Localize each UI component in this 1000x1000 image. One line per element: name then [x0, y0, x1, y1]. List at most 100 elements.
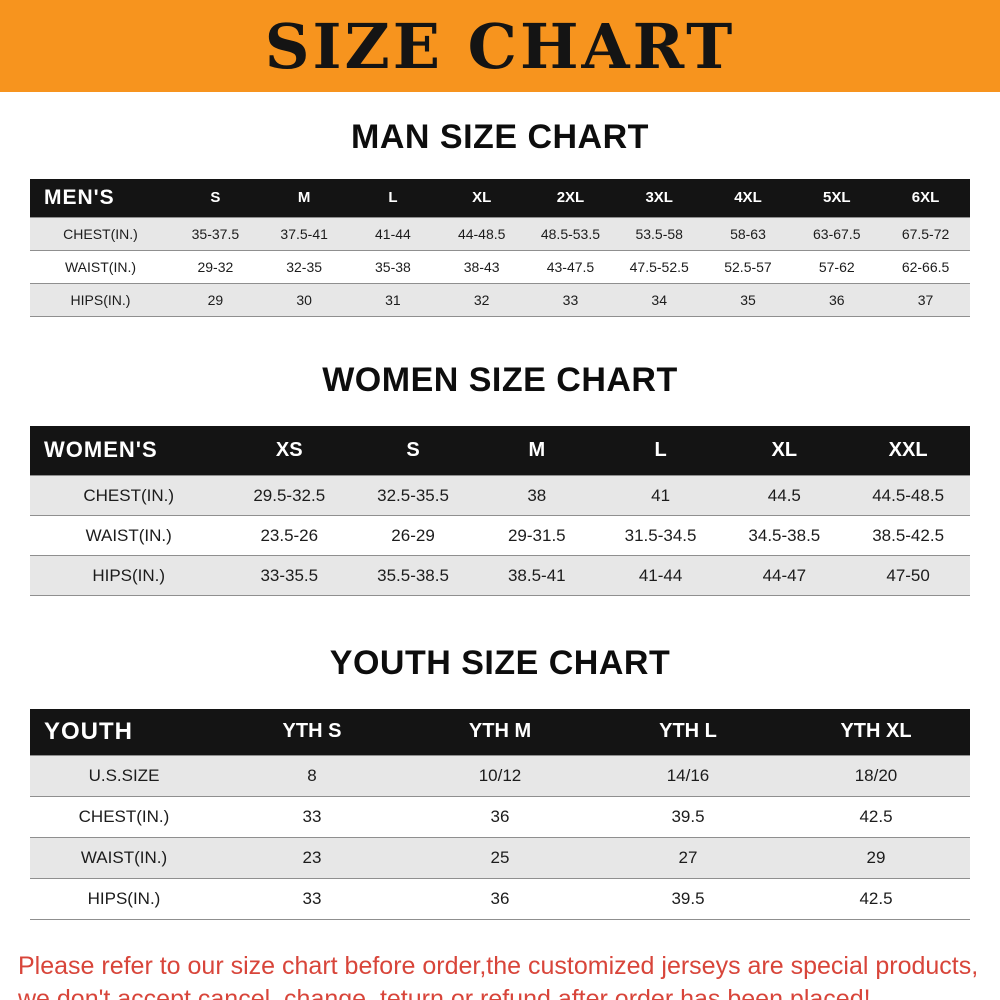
value-cell: 37 — [917, 291, 934, 308]
value-cell: 29-32 — [197, 258, 234, 275]
table-row: HIPS(IN.) 33-35.5 35.5-38.5 38.5-41 41-44 44-… — [30, 555, 970, 596]
youth-section-heading: YOUTH SIZE CHART — [329, 644, 671, 682]
value-cell: 58-63 — [730, 225, 766, 242]
value-cell: 23.5-26 — [260, 525, 319, 545]
note-line-1: Please refer to our size chart before or… — [18, 951, 979, 980]
value-cell: 41-44 — [638, 565, 683, 585]
table-row: CHEST(IN.) 29.5-32.5 32.5-35.5 38 41 44.5 44.5… — [30, 475, 970, 516]
value-cell: 36 — [490, 806, 510, 826]
value-cell: 36 — [828, 291, 845, 308]
value-cell: 8 — [307, 765, 317, 785]
row-label-cell: HIPS(IN.) — [70, 291, 131, 308]
women-section-heading: WOMEN SIZE CHART — [322, 360, 678, 399]
row-label-cell: WAIST(IN.) — [85, 525, 172, 545]
note-line-2: we don't accept cancel, change, teturn o… — [18, 984, 871, 1000]
value-cell: 67.5-72 — [901, 225, 950, 242]
value-cell: 25 — [490, 847, 510, 867]
value-cell: 57-62 — [818, 258, 855, 275]
column-header-cell: 6XL — [881, 179, 970, 217]
value-cell: 44.5-48.5 — [872, 485, 945, 505]
column-header-cell: YTH S — [218, 709, 406, 755]
value-cell: 48.5-53.5 — [540, 225, 601, 242]
column-header-cell: YTH M — [406, 709, 594, 755]
column-header-cell: XL — [722, 425, 847, 476]
size-chart-banner: SIZE CHART — [0, 0, 1000, 92]
column-header-cell: M — [259, 179, 349, 217]
column-header-cell: 4XL — [703, 179, 793, 217]
column-header-cell: 2XL — [526, 179, 615, 217]
value-cell: 33 — [302, 888, 322, 908]
column-header-cell: 5XL — [792, 179, 882, 217]
value-cell: 33-35.5 — [260, 565, 319, 585]
table-title-cell: YOUTH — [30, 709, 218, 755]
value-cell: 43-47.5 — [546, 258, 595, 275]
column-header-cell: L — [598, 425, 723, 476]
value-cell: 42.5 — [859, 806, 893, 826]
column-header-cell: YTH L — [594, 709, 782, 755]
men-size-table: MEN'S S M L XL 2XL 3XL 4XL 5XL 6XL CHEST(IN.) 35-37… — [30, 179, 970, 317]
row-label-cell: WAIST(IN.) — [80, 847, 168, 867]
value-cell: 34.5-38.5 — [748, 525, 821, 545]
value-cell: 23 — [302, 847, 322, 867]
value-cell: 62-66.5 — [901, 258, 950, 275]
row-label-cell: WAIST(IN.) — [64, 258, 137, 275]
value-cell: 35.5-38.5 — [377, 565, 449, 585]
value-cell: 41-44 — [375, 225, 411, 242]
row-label-cell: HIPS(IN.) — [92, 565, 166, 585]
table-header-row: WOMEN'S XS S M L XL XXL — [30, 425, 970, 476]
value-cell: 27 — [678, 847, 698, 867]
value-cell: 30 — [296, 291, 312, 308]
value-cell: 32 — [473, 291, 490, 308]
column-header-cell: XXL — [846, 425, 970, 476]
table-row: CHEST(IN.) 35-37.5 37.5-41 41-44 44-48.5 48.5… — [30, 217, 970, 250]
column-header-cell: YTH XL — [782, 709, 970, 755]
value-cell: 38 — [527, 485, 547, 505]
value-cell: 18/20 — [854, 765, 898, 785]
value-cell: 35 — [740, 291, 756, 308]
value-cell: 29 — [866, 847, 886, 867]
table-header-row: MEN'S S M L XL 2XL 3XL 4XL 5XL 6XL — [30, 179, 970, 217]
value-cell: 44.5 — [767, 485, 801, 505]
value-cell: 35-37.5 — [191, 225, 240, 242]
value-cell: 38-43 — [463, 258, 500, 275]
value-cell: 26-29 — [391, 525, 435, 545]
row-label-cell: CHEST(IN.) — [63, 225, 138, 242]
table-row: WAIST(IN.) 29-32 32-35 35-38 38-43 43-47.5 47.… — [30, 250, 970, 283]
value-cell: 38.5-41 — [507, 565, 566, 585]
order-note: Please refer to our size chart before or… — [18, 950, 982, 1000]
value-cell: 38.5-42.5 — [872, 525, 945, 545]
value-cell: 44-48.5 — [457, 225, 506, 242]
value-cell: 31 — [385, 291, 401, 308]
value-cell: 33 — [302, 806, 322, 826]
value-cell: 39.5 — [671, 806, 705, 826]
value-cell: 35-38 — [375, 258, 411, 275]
table-row: CHEST(IN.) 33 36 39.5 42.5 — [30, 796, 970, 837]
column-header-cell: S — [171, 179, 260, 217]
row-label-cell: U.S.SIZE — [88, 765, 160, 785]
value-cell: 34 — [651, 291, 667, 308]
column-header-cell: S — [351, 425, 475, 476]
value-cell: 47.5-52.5 — [629, 258, 689, 275]
value-cell: 42.5 — [859, 888, 893, 908]
youth-size-table: YOUTH YTH S YTH M YTH L YTH XL U.S.SIZE 8 10/12… — [30, 709, 970, 920]
column-header-cell: L — [348, 179, 438, 217]
value-cell: 47-50 — [886, 565, 930, 585]
table-row: HIPS(IN.) 33 36 39.5 42.5 — [30, 878, 970, 919]
value-cell: 63-67.5 — [813, 225, 861, 242]
value-cell: 36 — [490, 888, 510, 908]
column-header-cell: M — [474, 425, 599, 476]
row-label-cell: CHEST(IN.) — [83, 485, 175, 505]
banner-title: SIZE CHART — [264, 9, 736, 83]
table-row: WAIST(IN.) 23.5-26 26-29 29-31.5 31.5-34.5 34… — [30, 515, 970, 556]
row-label-cell: HIPS(IN.) — [87, 888, 161, 908]
value-cell: 31.5-34.5 — [624, 525, 697, 545]
value-cell: 29.5-32.5 — [253, 485, 326, 505]
column-header-cell: XL — [437, 179, 527, 217]
value-cell: 10/12 — [478, 765, 522, 785]
table-title-cell: MEN'S — [30, 179, 171, 217]
table-row: WAIST(IN.) 23 25 27 29 — [30, 837, 970, 878]
value-cell: 32.5-35.5 — [377, 485, 449, 505]
value-cell: 41 — [651, 485, 671, 505]
women-size-table: WOMEN'S XS S M L XL XXL CHEST(IN.) 29.5-32.5 32.5… — [30, 425, 970, 597]
row-label-cell: CHEST(IN.) — [78, 806, 170, 826]
